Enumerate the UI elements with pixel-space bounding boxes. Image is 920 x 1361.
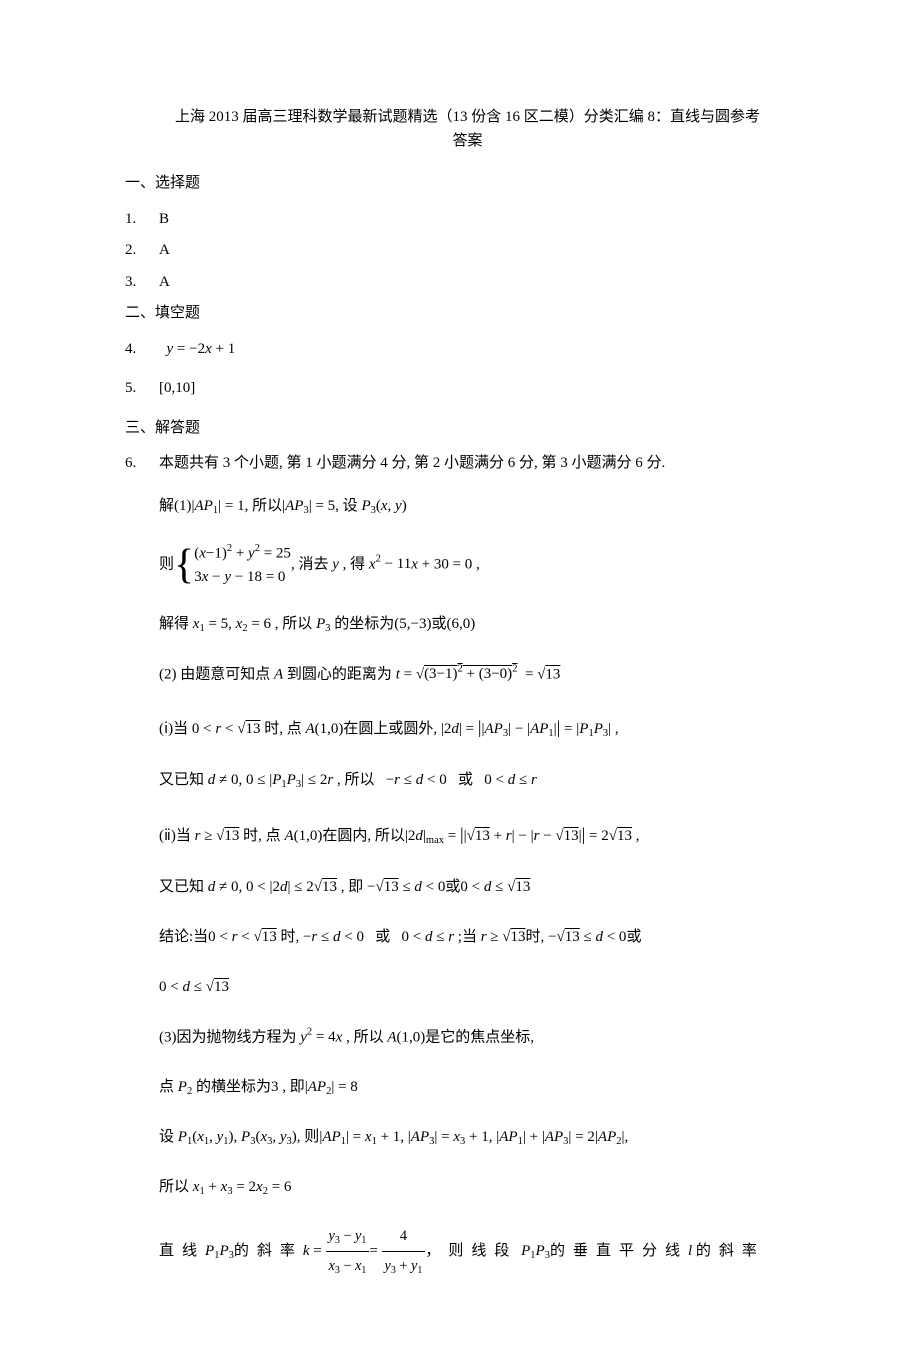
text: 的垂直平分线 <box>550 1243 688 1259</box>
item-answer: B <box>159 207 169 233</box>
answer-item-4: 4. y = −2x + 1 <box>125 337 810 363</box>
text: 时, 点 <box>264 721 302 737</box>
q6-p3-line2: 点 P2 的横坐标为3 , 即|AP2| = 8 <box>159 1072 810 1102</box>
title-line-1: 上海 2013 届高三理科数学最新试题精选（13 份含 16 区二模）分类汇编 … <box>175 109 760 125</box>
text: , 设 <box>335 498 358 514</box>
text: 的横坐标为 <box>196 1079 271 1095</box>
q6-p3-line5: 直线P1P3的斜率k = y3 − y1x3 − x1= 4y3 + y1，则线… <box>159 1222 810 1281</box>
q6-p2-line5: 又已知 d ≠ 0, 0 < |2d| ≤ 2√13 , 即 −√13 ≤ d … <box>159 872 810 902</box>
section-2-heading: 二、填空题 <box>125 301 810 327</box>
document-title: 上海 2013 届高三理科数学最新试题精选（13 份含 16 区二模）分类汇编 … <box>125 105 810 153</box>
item-answer: A <box>159 270 170 296</box>
text: , 所以 <box>245 498 283 514</box>
q6-p1-line3: 解得 x1 = 5, x2 = 6 , 所以 P3 的坐标为(5,−3)或(6,… <box>159 609 810 639</box>
text: (3)因为抛物线方程为 <box>159 1029 297 1045</box>
answer-item-1: 1. B <box>125 207 810 233</box>
item-answer: A <box>159 238 170 264</box>
section-1-heading: 一、选择题 <box>125 171 810 197</box>
text: 的坐标为 <box>334 616 394 632</box>
title-line-2: 答案 <box>452 133 482 149</box>
text: , 即 <box>341 879 364 895</box>
q6-p2-line3: 又已知 d ≠ 0, 0 ≤ |P1P3| ≤ 2r , 所以 −r ≤ d <… <box>159 765 810 795</box>
fraction: 4y3 + y1 <box>382 1222 426 1280</box>
text: 结论:当 <box>159 929 208 945</box>
section-3-heading: 三、解答题 <box>125 416 810 442</box>
text: 点 <box>159 1079 174 1095</box>
text: , <box>636 828 640 844</box>
text: 又已知 <box>159 772 204 788</box>
text: 的斜率 <box>234 1243 303 1259</box>
text: ;当 <box>458 929 477 945</box>
text: 到圆心的距离为 <box>287 666 392 682</box>
q6-p2-line7: 0 < d ≤ √13 <box>159 972 810 1002</box>
answer-item-5: 5. [0,10] <box>125 376 810 402</box>
item-number: 3. <box>125 270 159 296</box>
q6-p2-line6: 结论:当0 < r < √13 时, −r ≤ d < 0 或 0 < d ≤ … <box>159 922 810 952</box>
q6-intro-text: 本题共有 3 个小题, 第 1 小题满分 4 分, 第 2 小题满分 6 分, … <box>159 451 665 477</box>
q6-p2-line4: (ⅱ)当 r ≥ √13 时, 点 A(1,0)在圆内, 所以|2d|max =… <box>159 816 810 852</box>
text: 直线 <box>159 1243 205 1259</box>
text: (ⅰ)当 <box>159 721 188 737</box>
text: 在圆上或圆外, <box>343 721 437 737</box>
text: , 则 <box>297 1129 320 1145</box>
answer-item-3: 3. A <box>125 270 810 296</box>
answer-item-2: 2. A <box>125 238 810 264</box>
text: 的斜率 <box>696 1243 765 1259</box>
text: 或 <box>431 616 446 632</box>
text: 又已知 <box>159 879 204 895</box>
text: 时, <box>280 929 299 945</box>
q6-p1-line2: 则{(x−1)2 + y2 = 253x − y − 18 = 0, 消去 y … <box>159 541 810 589</box>
brace-system: {(x−1)2 + y2 = 253x − y − 18 = 0 <box>174 541 291 589</box>
item-number: 1. <box>125 207 159 233</box>
text: 在圆内, 所以 <box>322 828 405 844</box>
text: (2) 由题意可知点 <box>159 666 270 682</box>
text: 则 <box>159 556 174 572</box>
q6-p3-line3: 设 P1(x1, y1), P3(x3, y3), 则|AP1| = x1 + … <box>159 1122 810 1152</box>
text: (ⅱ)当 <box>159 828 191 844</box>
q6-p3-line4: 所以 x1 + x3 = 2x2 = 6 <box>159 1172 810 1202</box>
text: 解(1) <box>159 498 192 514</box>
text: 解得 <box>159 616 189 632</box>
q6-p2-line1: (2) 由题意可知点 A 到圆心的距离为 t = √(3−1)2 + (3−0)… <box>159 659 810 689</box>
text: 是它的焦点坐标, <box>425 1029 534 1045</box>
item-number: 6. <box>125 451 159 477</box>
text: 或 <box>445 879 460 895</box>
text: 所以 <box>159 1179 189 1195</box>
text: , 即 <box>282 1079 305 1095</box>
math-expression: y = −2x + 1 <box>159 337 235 363</box>
item-number: 4. <box>125 337 159 363</box>
text: 或 <box>626 929 641 945</box>
text: 时, <box>526 929 545 945</box>
text: , 得 <box>343 556 366 572</box>
text: 设 <box>159 1129 174 1145</box>
item-number: 5. <box>125 376 159 402</box>
math-expression: [0,10] <box>159 376 195 402</box>
text: , <box>615 721 619 737</box>
q6-p3-line1: (3)因为抛物线方程为 y2 = 4x , 所以 A(1,0)是它的焦点坐标, <box>159 1022 810 1052</box>
q6-p1-line1: 解(1)|AP1| = 1, 所以|AP3| = 5, 设 P3(x, y) <box>159 491 810 521</box>
q6-p2-line2: (ⅰ)当 0 < r < √13 时, 点 A(1,0)在圆上或圆外, |2d|… <box>159 709 810 745</box>
fraction: y3 − y1x3 − x1 <box>326 1222 370 1281</box>
text: , 所以 <box>346 1029 384 1045</box>
text: , 消去 <box>291 556 329 572</box>
item-number: 2. <box>125 238 159 264</box>
q6-intro: 6. 本题共有 3 个小题, 第 1 小题满分 4 分, 第 2 小题满分 6 … <box>125 451 810 477</box>
text: , <box>476 556 480 572</box>
text: 时, 点 <box>243 828 281 844</box>
text: , 所以 <box>337 772 375 788</box>
text: , 所以 <box>275 616 313 632</box>
